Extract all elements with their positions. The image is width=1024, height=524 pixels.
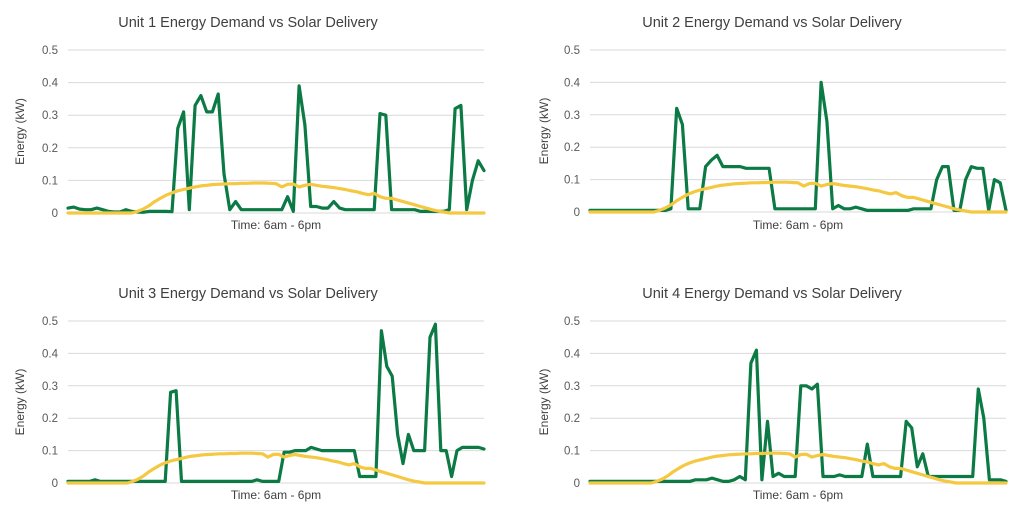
y-tick-label: 0.1: [42, 446, 58, 458]
y-tick-label: 0.1: [564, 175, 580, 187]
y-axis-label: Energy (kW): [13, 369, 27, 436]
chart-title: Unit 3 Energy Demand vs Solar Delivery: [118, 286, 378, 302]
y-tick-label: 0: [52, 208, 58, 220]
y-tick-label: 0.5: [42, 45, 58, 57]
y-tick-label: 0.2: [564, 142, 580, 154]
y-tick-label: 0.3: [42, 110, 58, 122]
chart-unit-1: 0 0.1 0.2 0.3 0.4 0.5 Unit 1 Energy Demand vs …: [13, 15, 486, 232]
demand-series-line: [66, 322, 486, 483]
chart-title: Unit 2 Energy Demand vs Solar Delivery: [642, 15, 902, 31]
chart-title: Unit 4 Energy Demand vs Solar Delivery: [642, 286, 902, 302]
y-tick-label: 0.2: [42, 143, 58, 155]
y-tick-label: 0.3: [42, 381, 58, 393]
y-tick-label: 0.5: [42, 316, 58, 328]
solar-series-line: [66, 451, 486, 485]
y-tick-label: 0.2: [564, 413, 580, 425]
solar-series-line: [66, 181, 486, 215]
chart-unit-4: 0 0.1 0.2 0.3 0.4 0.5 Unit 4 Energy Demand vs …: [537, 286, 1008, 502]
y-tick-label: 0.4: [564, 77, 581, 89]
y-tick-label: 0: [574, 207, 580, 219]
solar-series-line: [588, 451, 1008, 485]
y-axis-label: Energy (kW): [537, 369, 551, 436]
x-axis-label: Time: 6am - 6pm: [753, 218, 843, 232]
y-tick-label: 0.4: [42, 348, 59, 360]
y-tick-label: 0.5: [564, 45, 580, 57]
y-tick-label: 0: [52, 478, 58, 490]
x-axis-label: Time: 6am - 6pm: [753, 488, 843, 502]
y-tick-label: 0.1: [564, 446, 580, 458]
y-axis-label: Energy (kW): [537, 98, 551, 165]
demand-series-line: [588, 348, 1008, 483]
y-tick-label: 0.4: [564, 348, 581, 360]
y-tick-label: 0.3: [564, 110, 580, 122]
x-axis-label: Time: 6am - 6pm: [231, 218, 321, 232]
chart-title: Unit 1 Energy Demand vs Solar Delivery: [118, 15, 378, 31]
y-tick-label: 0.4: [42, 78, 59, 90]
x-axis-label: Time: 6am - 6pm: [231, 488, 321, 502]
chart-unit-3: 0 0.1 0.2 0.3 0.4 0.5 Unit 3 Energy Demand vs …: [13, 286, 486, 502]
y-tick-label: 0.5: [564, 316, 580, 328]
y-tick-label: 0.1: [42, 175, 58, 187]
y-axis-label: Energy (kW): [13, 98, 27, 165]
y-tick-label: 0.3: [564, 381, 580, 393]
y-tick-label: 0: [574, 478, 580, 490]
y-tick-label: 0.2: [42, 413, 58, 425]
demand-series-line: [66, 84, 486, 214]
chart-unit-2: 0 0.1 0.2 0.3 0.4 0.5 Unit 2 Energy Demand vs …: [537, 15, 1008, 232]
demand-series-line: [588, 80, 1008, 212]
solar-series-line: [588, 180, 1008, 214]
